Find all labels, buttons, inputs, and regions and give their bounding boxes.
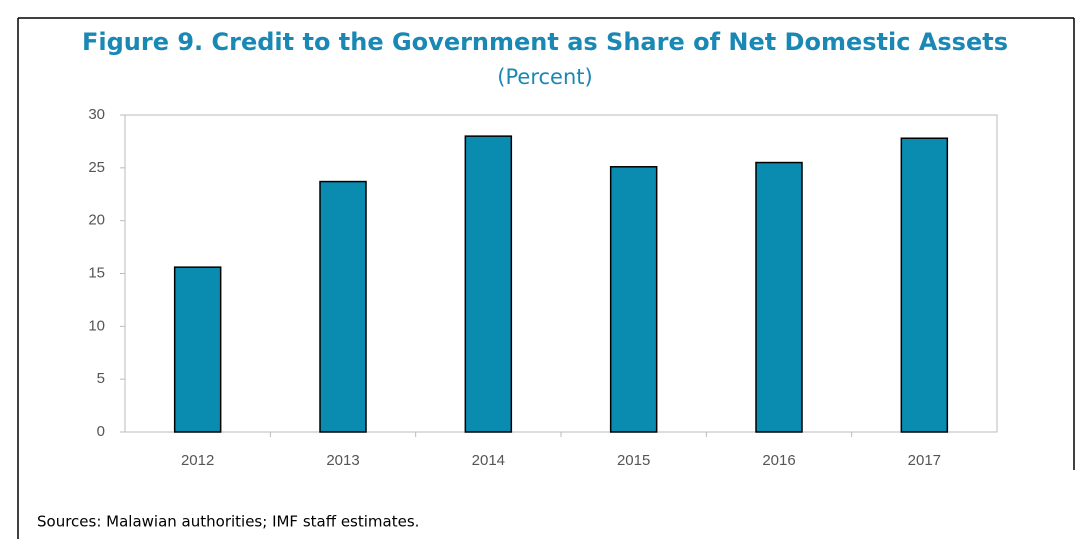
bar: [900, 137, 949, 433]
bar: [609, 166, 658, 433]
y-tick-label: 15: [88, 264, 105, 281]
bar: [755, 161, 803, 433]
y-tick-label: 30: [88, 106, 105, 123]
x-tick-label: 2013: [326, 452, 359, 469]
y-tick-label: 20: [88, 212, 105, 229]
bar: [319, 180, 367, 433]
bar: [464, 135, 513, 433]
y-tick-label: 5: [97, 370, 105, 387]
x-tick-label: 2017: [908, 452, 941, 469]
x-tick-label: 2015: [617, 452, 650, 469]
y-tick-label: 0: [97, 423, 105, 440]
chart-subtitle: (Percent): [497, 65, 592, 89]
x-tick-label: 2012: [181, 452, 214, 469]
y-tick-label: 10: [88, 317, 105, 334]
bar: [173, 266, 222, 433]
source-note: Sources: Malawian authorities; IMF staff…: [37, 513, 419, 531]
chart-title: Figure 9. Credit to the Government as Sh…: [82, 28, 1008, 56]
plot-area: [124, 114, 998, 433]
x-tick-label: 2016: [762, 452, 795, 469]
x-tick-label: 2014: [472, 452, 505, 469]
y-tick-label: 25: [88, 159, 105, 176]
